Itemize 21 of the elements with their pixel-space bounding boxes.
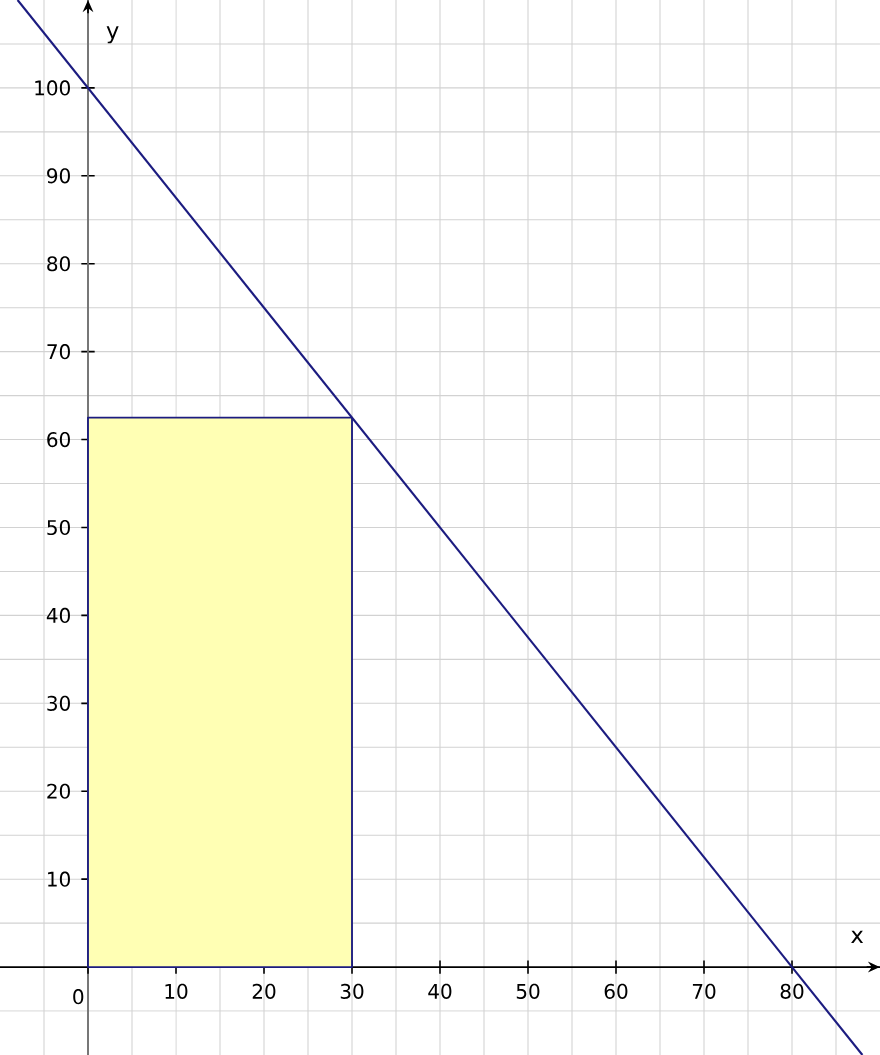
x-tick-label: 10 bbox=[165, 983, 188, 999]
x-axis-title: x bbox=[851, 930, 864, 944]
x-tick-label: 30 bbox=[340, 983, 364, 999]
y-tick-label: 10 bbox=[48, 871, 70, 887]
y-tick-label: 50 bbox=[47, 519, 70, 536]
y-tick-label: 70 bbox=[47, 344, 70, 360]
y-axis-title: y bbox=[106, 26, 119, 44]
x-tick-label: 40 bbox=[428, 983, 452, 999]
x-tick-label: 80 bbox=[780, 983, 804, 999]
y-tick-label: 30 bbox=[47, 695, 70, 711]
y-tick-label: 20 bbox=[47, 783, 70, 799]
x-tick-label: 20 bbox=[252, 983, 276, 999]
x-tick-label: 0 bbox=[73, 989, 84, 1005]
x-tick-label: 60 bbox=[604, 983, 628, 999]
y-tick-label: 100 bbox=[35, 80, 70, 96]
y-tick-label: 90 bbox=[47, 168, 70, 184]
x-tick-label: 50 bbox=[516, 983, 540, 999]
y-tick-label: 80 bbox=[47, 256, 70, 272]
y-tick-label: 60 bbox=[47, 432, 70, 448]
x-tick-label: 70 bbox=[692, 983, 716, 999]
y-tick-label: 40 bbox=[46, 607, 70, 623]
